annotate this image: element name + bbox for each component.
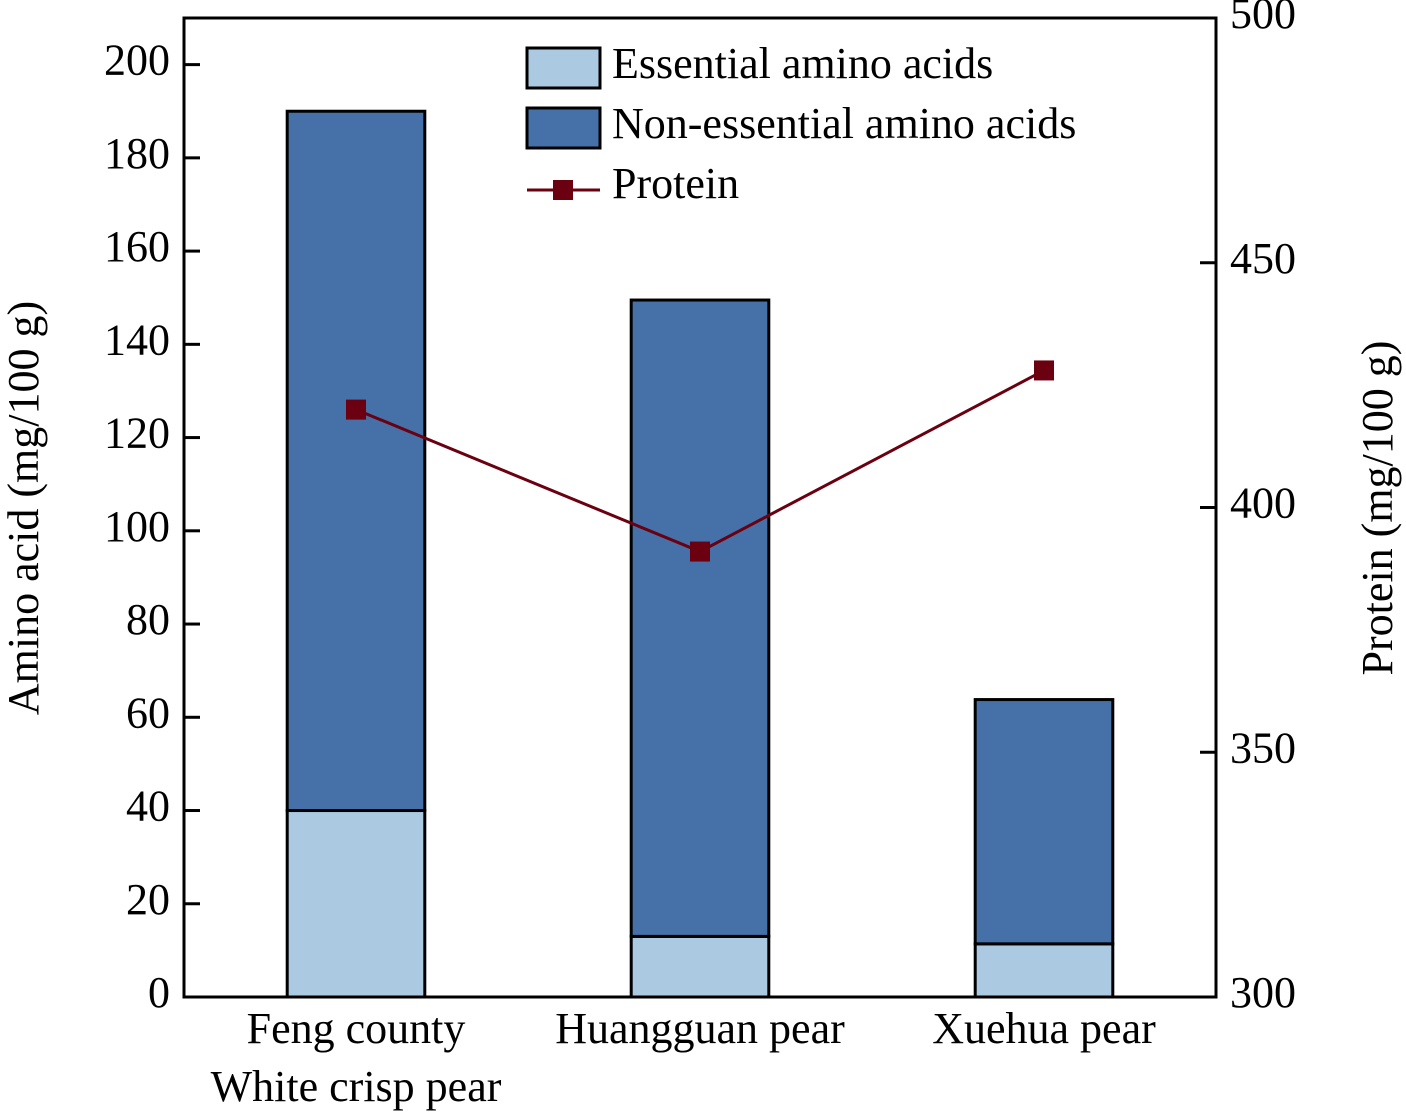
legend-label: Non-essential amino acids: [612, 99, 1076, 148]
y2-tick-label: 500: [1230, 0, 1296, 38]
y-tick-label: 180: [104, 129, 170, 178]
x-tick-label: Huangguan pear: [555, 1004, 845, 1053]
bar: [285, 809, 427, 999]
bar: [629, 934, 771, 999]
y2-tick-label: 300: [1230, 968, 1296, 1017]
y-tick-label: 160: [104, 222, 170, 271]
x-tick-label: Xuehua pear: [932, 1004, 1156, 1053]
legend-swatch: [525, 106, 602, 150]
marker: [1034, 360, 1054, 381]
bar: [629, 298, 771, 938]
bar: [973, 698, 1115, 946]
y-tick-label: 0: [148, 968, 170, 1017]
y-tick-label: 200: [104, 36, 170, 85]
y-tick-label: 40: [126, 782, 170, 831]
y-tick-label: 80: [126, 595, 170, 644]
y2-tick-label: 350: [1230, 723, 1296, 772]
y-tick-label: 140: [104, 315, 170, 364]
legend-label: Essential amino acids: [612, 39, 993, 88]
x-tick-label: Feng county White crisp pear: [211, 1004, 502, 1111]
y-axis-label: Amino acid (mg/100 g): [0, 301, 48, 715]
marker: [690, 541, 710, 562]
y-tick-label: 100: [104, 502, 170, 551]
plot-frame: [182, 16, 1218, 999]
y-tick-label: 60: [126, 688, 170, 737]
y2-axis-label: Protein (mg/100 g): [1353, 341, 1402, 676]
legend-marker: [553, 180, 573, 200]
bar: [973, 942, 1115, 999]
bar: [285, 109, 427, 813]
marker: [346, 399, 366, 420]
y2-tick-label: 400: [1230, 479, 1296, 528]
legend-label: Protein: [612, 159, 739, 208]
legend-swatch: [525, 46, 602, 90]
y-tick-label: 20: [126, 875, 170, 924]
y-tick-label: 120: [104, 409, 170, 458]
y2-tick-label: 450: [1230, 234, 1296, 283]
